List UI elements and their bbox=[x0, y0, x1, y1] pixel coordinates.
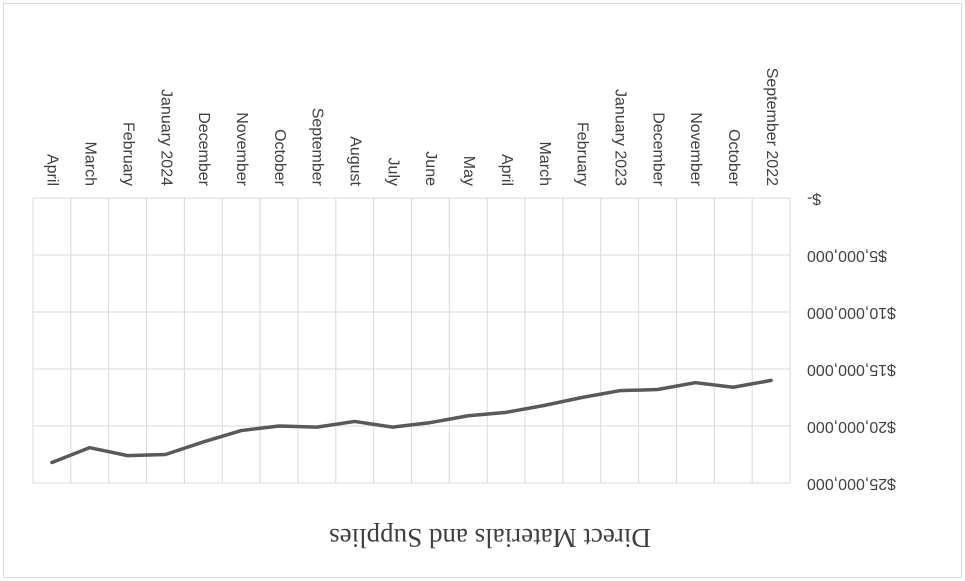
x-tick-label: November bbox=[687, 112, 704, 186]
chart-border bbox=[3, 3, 962, 578]
y-tick-label: $5,000,000 bbox=[807, 247, 887, 264]
x-tick-label: June bbox=[422, 151, 439, 186]
y-tick-label: $- bbox=[807, 190, 821, 207]
x-tick-label: March bbox=[536, 142, 553, 186]
x-tick-label: January 2024 bbox=[157, 89, 174, 186]
x-tick-label: October bbox=[271, 129, 288, 187]
x-tick-label: November bbox=[233, 112, 250, 186]
x-tick-label: April bbox=[498, 154, 515, 186]
x-tick-label: May bbox=[460, 156, 477, 186]
chart-body: Direct Materials and Supplies $- $5,000,0… bbox=[32, 68, 896, 553]
x-tick-label: December bbox=[195, 112, 212, 186]
x-tick-label: September bbox=[309, 108, 326, 187]
x-tick-label: December bbox=[649, 112, 666, 186]
y-tick-label: $20,000,000 bbox=[807, 418, 896, 435]
x-tick-label: February bbox=[119, 122, 136, 186]
x-tick-label: September 2022 bbox=[763, 68, 780, 186]
x-tick-label: April bbox=[44, 154, 61, 186]
x-tick-label: February bbox=[574, 122, 591, 186]
y-tick-label: $10,000,000 bbox=[807, 304, 896, 321]
y-tick-label: $25,000,000 bbox=[807, 475, 896, 492]
y-tick-label: $15,000,000 bbox=[807, 361, 896, 378]
x-tick-label: January 2023 bbox=[611, 89, 628, 186]
x-tick-label: August bbox=[346, 136, 363, 186]
chart-title: Direct Materials and Supplies bbox=[329, 523, 651, 553]
line-series bbox=[50, 378, 773, 465]
x-tick-label: July bbox=[384, 158, 401, 186]
x-tick-label: March bbox=[82, 142, 99, 186]
x-tick-label: October bbox=[725, 129, 742, 187]
